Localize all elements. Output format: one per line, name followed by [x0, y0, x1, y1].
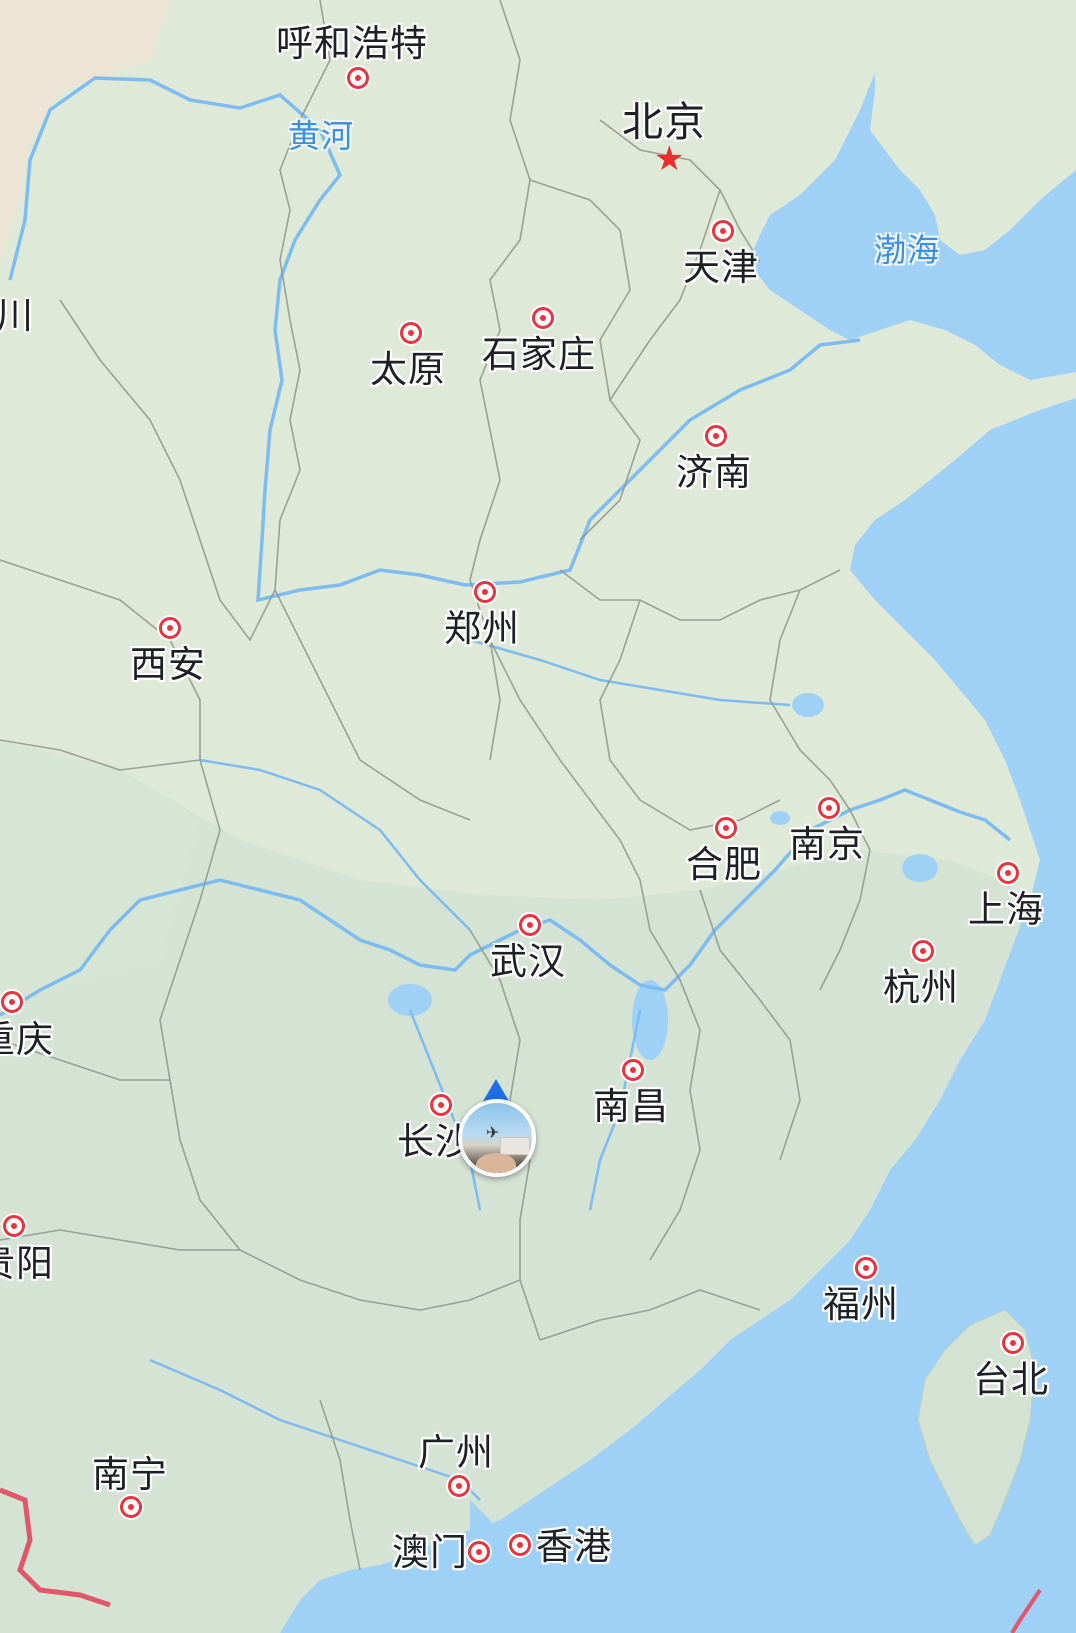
- city-marker-nanchang[interactable]: [622, 1059, 644, 1081]
- city-label-wuhan[interactable]: 武汉: [490, 940, 566, 983]
- city-label-macau[interactable]: 澳门: [392, 1531, 468, 1574]
- poyang-lake: [632, 980, 668, 1060]
- city-label-xian[interactable]: 西安: [130, 643, 206, 686]
- city-marker-nanjing[interactable]: [818, 797, 840, 819]
- city-label-hangzhou[interactable]: 杭州: [883, 966, 959, 1009]
- city-label-hefei[interactable]: 合肥: [686, 843, 762, 886]
- taiwan-island: [917, 1309, 1036, 1546]
- west-highlands: [0, 740, 200, 1000]
- city-marker-macau[interactable]: [468, 1541, 490, 1563]
- city-label-nanning[interactable]: 南宁: [92, 1453, 168, 1496]
- city-label-edge-fragment: 川: [0, 294, 34, 337]
- huai-river-line: [469, 638, 791, 707]
- national-border: [0, 1487, 111, 1608]
- province-borders: [0, 0, 871, 1571]
- city-marker-tianjin[interactable]: [712, 220, 734, 242]
- yellow-river-line: [8, 76, 861, 603]
- user-location-pin[interactable]: ✈: [458, 1079, 542, 1183]
- chao-lake: [770, 811, 790, 825]
- building-shape: [500, 1137, 530, 1155]
- city-label-guangzhou[interactable]: 广州: [418, 1431, 494, 1474]
- dongting-lake: [388, 984, 432, 1016]
- hongze-lake: [792, 693, 824, 717]
- tai-lake: [902, 854, 938, 882]
- city-label-nanchang[interactable]: 南昌: [593, 1085, 669, 1128]
- city-label-beijing[interactable]: 北京: [622, 98, 706, 146]
- city-marker-chongqing[interactable]: [1, 991, 23, 1013]
- maritime-boundary: [1010, 1588, 1042, 1633]
- city-marker-hongkong[interactable]: [509, 1534, 531, 1556]
- city-marker-zhengzhou[interactable]: [474, 581, 496, 603]
- city-marker-taipei[interactable]: [1002, 1332, 1024, 1354]
- city-marker-fuzhou[interactable]: [855, 1257, 877, 1279]
- airplane-icon: ✈: [486, 1123, 500, 1142]
- city-marker-hangzhou[interactable]: [912, 940, 934, 962]
- city-label-shijiazhuang[interactable]: 石家庄: [482, 333, 596, 376]
- city-marker-nanning[interactable]: [120, 1496, 142, 1518]
- city-marker-changsha[interactable]: [430, 1094, 452, 1116]
- city-label-chongqing[interactable]: 重庆: [0, 1018, 54, 1061]
- city-label-zhengzhou[interactable]: 郑州: [444, 607, 520, 650]
- city-marker-shanghai[interactable]: [997, 862, 1019, 884]
- city-marker-guiyang[interactable]: [3, 1215, 25, 1237]
- city-label-fuzhou[interactable]: 福州: [823, 1283, 899, 1326]
- city-label-tianjin[interactable]: 天津: [683, 246, 759, 289]
- city-label-taiyuan[interactable]: 太原: [370, 348, 446, 391]
- city-marker-wuhan[interactable]: [519, 914, 541, 936]
- city-marker-hefei[interactable]: [715, 817, 737, 839]
- shandong-peninsula: [850, 320, 1076, 505]
- city-label-nanjing[interactable]: 南京: [789, 823, 865, 866]
- city-label-shanghai[interactable]: 上海: [968, 888, 1044, 931]
- user-avatar-icon[interactable]: ✈: [458, 1099, 536, 1177]
- liaodong-peninsula: [870, 0, 1076, 255]
- city-label-jinan[interactable]: 济南: [676, 451, 752, 494]
- han-river-line: [199, 758, 471, 931]
- city-marker-hohhot[interactable]: [347, 67, 369, 89]
- gan-river-line: [588, 1009, 642, 1211]
- city-marker-xian[interactable]: [159, 617, 181, 639]
- city-label-guiyang[interactable]: 贵阳: [0, 1242, 54, 1285]
- city-label-hongkong[interactable]: 香港: [536, 1525, 612, 1568]
- city-marker-jinan[interactable]: [705, 425, 727, 447]
- hand-shape: [476, 1153, 516, 1173]
- city-marker-guangzhou[interactable]: [448, 1475, 470, 1497]
- arid-region: [0, 0, 170, 260]
- yellow-river-label: 黄河: [288, 117, 355, 155]
- bohai-sea-label: 渤海: [874, 231, 941, 269]
- city-label-hohhot[interactable]: 呼和浩特: [276, 22, 428, 65]
- city-marker-taiyuan[interactable]: [400, 322, 422, 344]
- red-star-icon[interactable]: ★: [654, 139, 685, 179]
- city-marker-shijiazhuang[interactable]: [532, 307, 554, 329]
- city-label-taipei[interactable]: 台北: [973, 1358, 1049, 1401]
